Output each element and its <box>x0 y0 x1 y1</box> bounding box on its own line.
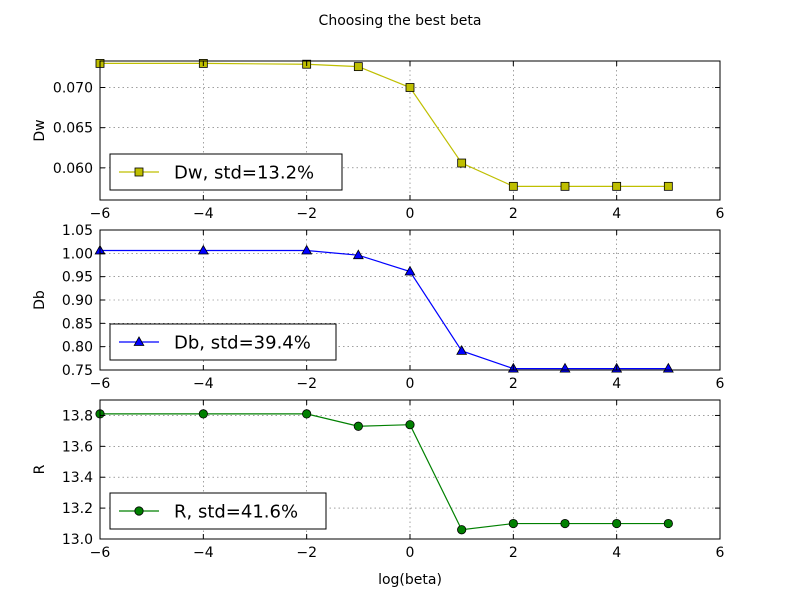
x-tick-label: 0 <box>406 545 415 561</box>
x-tick-label: 4 <box>612 376 621 392</box>
data-point <box>197 244 209 255</box>
data-point <box>198 409 208 419</box>
x-tick-label: −2 <box>296 376 317 392</box>
legend-marker <box>134 506 144 516</box>
x-tick-label: −6 <box>90 206 111 222</box>
y-tick-label: 0.060 <box>53 161 93 177</box>
y-tick-label: 0.80 <box>62 340 93 356</box>
legend: R, std=41.6% <box>109 492 327 530</box>
legend-label: Db, std=39.4% <box>174 333 311 354</box>
x-tick-label: −4 <box>193 545 214 561</box>
data-point <box>456 345 468 355</box>
y-axis-label: Dw <box>32 119 48 141</box>
legend: Dw, std=13.2% <box>109 153 343 191</box>
y-tick-label: 1.00 <box>62 246 93 262</box>
y-tick-label: 0.95 <box>62 270 93 286</box>
data-point <box>457 525 467 535</box>
x-tick-label: 2 <box>509 545 518 561</box>
data-point <box>302 409 312 419</box>
x-tick-label: −2 <box>296 206 317 222</box>
data-point <box>353 421 363 431</box>
legend: Db, std=39.4% <box>109 323 337 361</box>
x-tick-label: 0 <box>406 376 415 392</box>
y-axis-label: R <box>32 464 48 474</box>
data-point <box>353 62 363 72</box>
data-point <box>508 518 518 529</box>
x-tick-label: 2 <box>509 376 518 392</box>
data-point <box>405 83 415 92</box>
y-tick-label: 0.90 <box>62 293 93 309</box>
data-point <box>663 518 673 529</box>
data-point <box>560 518 570 529</box>
data-point <box>405 420 415 430</box>
x-tick-label: 0 <box>406 206 415 222</box>
data-point <box>560 181 570 191</box>
y-tick-label: 1.05 <box>62 223 93 239</box>
data-point <box>457 158 467 168</box>
data-point <box>301 244 313 255</box>
x-tick-label: 2 <box>509 206 518 222</box>
x-tick-label: −2 <box>296 545 317 561</box>
y-axis-label: Db <box>32 290 48 310</box>
subplot-2: −6 −4 −2 0 2 4 6 0.75 0.80 0.85 0.90 0.95 1.00 1.05 Db… <box>32 223 725 392</box>
x-tick-label: −6 <box>90 376 111 392</box>
x-tick-label: 4 <box>612 545 621 561</box>
y-tick-label: 13.2 <box>62 501 93 517</box>
series-line-square <box>100 62 669 187</box>
x-tick-label: 6 <box>716 376 725 392</box>
y-tick-label: 0.85 <box>62 316 93 332</box>
x-tick-label: −4 <box>193 376 214 392</box>
y-tick-label: 13.6 <box>62 439 93 455</box>
x-tick-label: −4 <box>193 206 214 222</box>
y-tick-label: 0.75 <box>62 363 93 379</box>
x-axis-label: log(beta) <box>378 572 442 588</box>
y-tick-label: 0.065 <box>53 121 93 137</box>
subplot-1: −6 −4 −2 0 2 4 6 0.060 0.065 0.070 Dw Dw, std=13.2% <box>32 59 725 222</box>
series-line-circle <box>100 413 669 531</box>
legend-label: Dw, std=13.2% <box>174 163 314 184</box>
x-tick-label: −6 <box>90 545 111 561</box>
legend-marker <box>133 336 145 346</box>
figure-title: Choosing the best beta <box>319 13 482 29</box>
y-tick-label: 13.8 <box>62 408 93 424</box>
legend-marker <box>134 167 144 177</box>
y-tick-label: 0.070 <box>53 81 93 97</box>
data-point <box>612 181 622 191</box>
x-tick-label: 4 <box>612 206 621 222</box>
data-point <box>508 181 518 191</box>
data-point <box>352 249 364 260</box>
data-point <box>612 518 622 529</box>
legend-label: R, std=41.6% <box>174 502 298 523</box>
data-point <box>663 181 673 191</box>
y-tick-label: 13.0 <box>62 532 93 548</box>
series-line-triangle <box>100 249 669 370</box>
data-point <box>404 265 416 276</box>
x-tick-label: 6 <box>716 206 725 222</box>
subplot-3: −6 −4 −2 0 2 4 6 13.0 13.2 13.4 13.6 13.8 Rlog(beta)… <box>32 399 725 588</box>
y-tick-label: 13.4 <box>62 470 93 486</box>
x-tick-label: 6 <box>716 545 725 561</box>
